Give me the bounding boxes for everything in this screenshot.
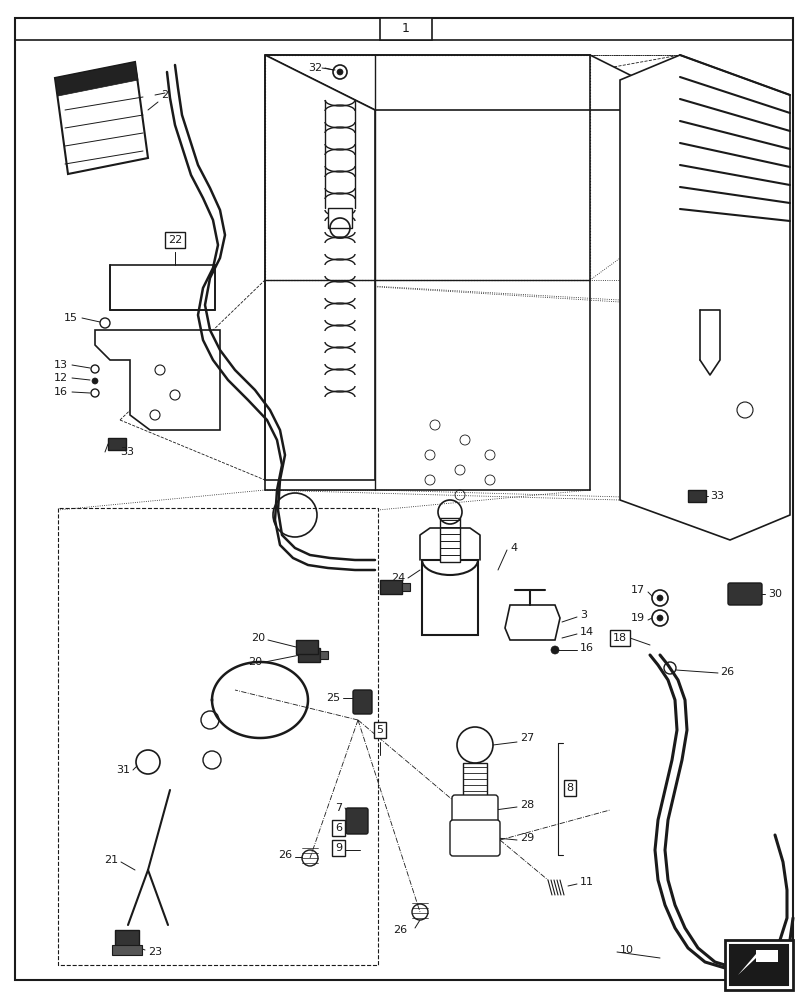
Text: 26: 26 — [720, 667, 734, 677]
Text: 24: 24 — [391, 573, 405, 583]
Polygon shape — [95, 330, 220, 430]
Text: 8: 8 — [566, 783, 574, 793]
Text: 26: 26 — [278, 850, 292, 860]
Text: 21: 21 — [104, 855, 118, 865]
Text: 1: 1 — [402, 22, 410, 35]
Bar — [422, 560, 478, 635]
Bar — [380, 18, 432, 40]
Text: 12: 12 — [54, 373, 68, 383]
Text: 28: 28 — [520, 800, 534, 810]
Text: 31: 31 — [116, 765, 130, 775]
Text: 4: 4 — [510, 543, 517, 553]
Text: 19: 19 — [631, 613, 645, 623]
Polygon shape — [738, 950, 778, 975]
Text: 32: 32 — [308, 63, 322, 73]
Text: 30: 30 — [768, 589, 782, 599]
Text: 9: 9 — [335, 843, 342, 853]
Bar — [463, 763, 487, 798]
Bar — [298, 648, 320, 662]
Text: 20: 20 — [248, 657, 262, 667]
Text: 29: 29 — [520, 833, 534, 843]
Text: 33: 33 — [710, 491, 724, 501]
Text: 26: 26 — [393, 925, 407, 935]
Polygon shape — [55, 62, 148, 174]
Text: 14: 14 — [580, 627, 594, 637]
Bar — [112, 945, 142, 955]
Bar — [688, 490, 706, 502]
Text: 23: 23 — [148, 947, 162, 957]
Text: 11: 11 — [580, 877, 594, 887]
Text: 17: 17 — [631, 585, 645, 595]
Text: 16: 16 — [580, 643, 594, 653]
Text: 33: 33 — [120, 447, 134, 457]
Bar — [320, 651, 328, 659]
Bar — [108, 438, 126, 450]
Text: 6: 6 — [335, 823, 342, 833]
FancyBboxPatch shape — [346, 808, 368, 834]
Text: 27: 27 — [520, 733, 534, 743]
Text: 18: 18 — [613, 633, 627, 643]
FancyBboxPatch shape — [452, 795, 498, 826]
Polygon shape — [620, 55, 790, 540]
Bar — [402, 583, 410, 591]
Text: 25: 25 — [326, 693, 340, 703]
Polygon shape — [55, 62, 138, 96]
Bar — [328, 208, 352, 228]
FancyBboxPatch shape — [728, 583, 762, 605]
Bar — [730, 945, 788, 985]
Bar — [725, 940, 793, 990]
Text: 15: 15 — [64, 313, 78, 323]
Polygon shape — [265, 55, 375, 480]
Text: 20: 20 — [250, 633, 265, 643]
Circle shape — [657, 615, 663, 621]
Bar — [440, 518, 460, 562]
Bar — [115, 930, 139, 946]
Circle shape — [92, 378, 98, 384]
Circle shape — [337, 69, 343, 75]
Bar — [296, 640, 318, 654]
Text: 13: 13 — [54, 360, 68, 370]
Polygon shape — [505, 605, 560, 640]
Text: 2: 2 — [162, 90, 169, 100]
FancyBboxPatch shape — [450, 820, 500, 856]
Bar — [380, 580, 402, 594]
Circle shape — [657, 595, 663, 601]
FancyBboxPatch shape — [353, 690, 372, 714]
Text: 7: 7 — [335, 803, 342, 813]
Circle shape — [551, 646, 559, 654]
Text: 16: 16 — [54, 387, 68, 397]
Text: 22: 22 — [168, 235, 182, 245]
Polygon shape — [265, 55, 700, 110]
Text: 3: 3 — [580, 610, 587, 620]
Text: 10: 10 — [620, 945, 634, 955]
Text: 5: 5 — [377, 725, 384, 735]
